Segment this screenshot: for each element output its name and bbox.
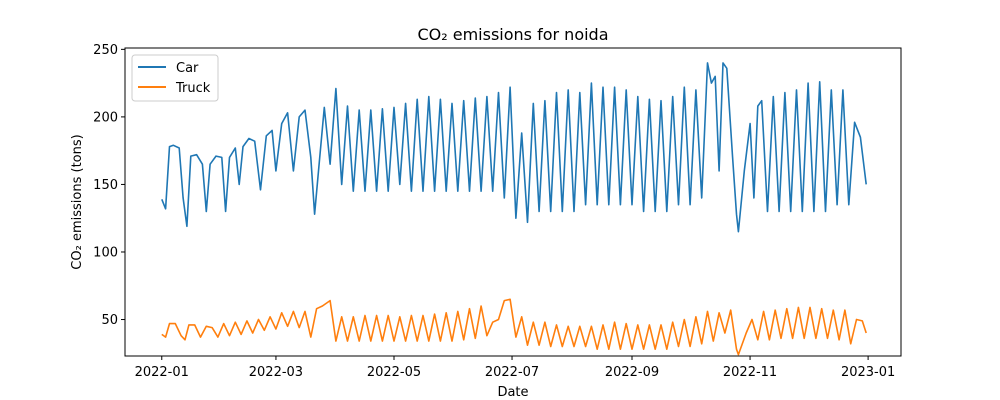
x-tick-label: 2022-01 bbox=[135, 365, 189, 380]
legend-label-car: Car bbox=[176, 61, 199, 76]
x-tick-label: 2022-05 bbox=[367, 365, 421, 380]
x-tick-label: 2022-11 bbox=[723, 365, 777, 380]
x-tick-label: 2023-01 bbox=[841, 365, 895, 380]
series-line-truck bbox=[161, 298, 867, 356]
y-tick-label: 150 bbox=[93, 178, 118, 193]
legend: Car Truck bbox=[131, 54, 219, 102]
y-tick-label: 100 bbox=[93, 245, 118, 260]
x-tick-label: 2022-03 bbox=[249, 365, 303, 380]
x-tick-label: 2022-07 bbox=[485, 365, 539, 380]
y-tick-label: 200 bbox=[93, 110, 118, 125]
series-layer bbox=[161, 62, 867, 356]
x-axis: 2022-01 2022-03 2022-05 2022-07 2022-09 2022-… bbox=[135, 356, 895, 380]
legend-label-truck: Truck bbox=[175, 81, 211, 96]
plot-frame bbox=[124, 47, 902, 357]
series-line-car bbox=[161, 62, 867, 233]
y-tick-label: 50 bbox=[101, 313, 118, 328]
y-axis: 50 100 150 200 250 bbox=[93, 43, 125, 328]
y-axis-title: CO₂ emissions (tons) bbox=[70, 134, 85, 269]
y-tick-label: 250 bbox=[93, 43, 118, 58]
x-axis-title: Date bbox=[497, 385, 528, 400]
chart-title: CO₂ emissions for noida bbox=[417, 25, 608, 44]
x-tick-label: 2022-09 bbox=[605, 365, 659, 380]
